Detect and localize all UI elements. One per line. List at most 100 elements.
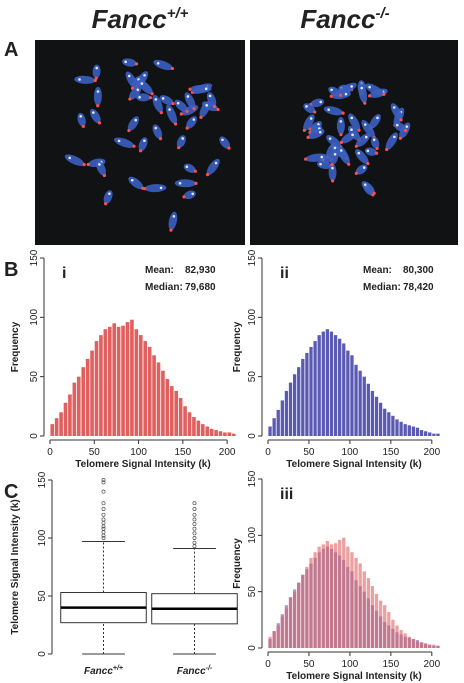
bar bbox=[395, 419, 399, 436]
outlier bbox=[192, 507, 197, 511]
y-tick-label: 0 bbox=[29, 433, 40, 439]
bar bbox=[301, 574, 305, 648]
telomere bbox=[150, 92, 154, 96]
y-axis-label: Frequency bbox=[232, 321, 243, 372]
bar bbox=[419, 430, 424, 436]
telomere bbox=[143, 139, 146, 143]
bar bbox=[309, 347, 313, 436]
outlier bbox=[101, 489, 106, 494]
stat-label: Mean: bbox=[363, 265, 392, 276]
bar bbox=[342, 343, 346, 436]
x-tick-label: 50 bbox=[303, 447, 315, 458]
bar bbox=[227, 432, 232, 436]
bar bbox=[121, 325, 125, 436]
bar bbox=[329, 544, 334, 648]
category-sup: -/- bbox=[206, 665, 213, 672]
stat-label: Median: bbox=[145, 282, 183, 293]
bar bbox=[395, 625, 399, 648]
telomere bbox=[182, 195, 186, 199]
telomere bbox=[392, 106, 396, 109]
chromosome bbox=[74, 75, 96, 84]
telomere bbox=[172, 215, 176, 218]
stat-value: 79,680 bbox=[185, 282, 216, 293]
outlier bbox=[101, 507, 106, 511]
telomere bbox=[140, 82, 144, 85]
telomere bbox=[306, 135, 310, 140]
bar bbox=[192, 417, 196, 436]
bar bbox=[54, 418, 59, 436]
bar bbox=[428, 644, 432, 648]
outlier bbox=[192, 540, 197, 545]
bar bbox=[358, 370, 362, 436]
bar bbox=[174, 390, 179, 436]
bar bbox=[317, 335, 321, 436]
panel-sublabel: ii bbox=[280, 265, 289, 282]
telomere bbox=[169, 228, 173, 232]
x-tick-label: 100 bbox=[342, 447, 359, 458]
bar bbox=[50, 424, 55, 436]
panel-sublabel: iii bbox=[280, 486, 293, 503]
telomere bbox=[331, 179, 335, 183]
telomere bbox=[363, 101, 367, 105]
telomere bbox=[158, 137, 163, 141]
chromosome bbox=[336, 117, 345, 135]
outlier bbox=[192, 531, 197, 536]
telomere bbox=[360, 86, 364, 90]
y-axis-label: Frequency bbox=[232, 538, 243, 589]
bar bbox=[424, 431, 428, 436]
chromosome bbox=[93, 86, 102, 106]
stat-label: Mean: bbox=[145, 265, 174, 276]
telomere bbox=[309, 117, 313, 120]
telomere bbox=[208, 94, 212, 98]
bar bbox=[329, 331, 334, 436]
telomere bbox=[216, 107, 220, 112]
bar bbox=[268, 636, 272, 648]
bar bbox=[272, 418, 276, 436]
y-tick-label: 150 bbox=[247, 470, 258, 487]
x-tick-label: 100 bbox=[130, 447, 147, 458]
telomere bbox=[148, 96, 153, 100]
telomere bbox=[362, 166, 366, 169]
outlier bbox=[192, 536, 197, 540]
bar bbox=[383, 408, 387, 436]
stat-value: 80,300 bbox=[403, 265, 434, 276]
bar bbox=[292, 374, 297, 436]
bar bbox=[112, 323, 117, 436]
bar bbox=[411, 638, 416, 648]
bar bbox=[346, 546, 350, 648]
telomere bbox=[143, 186, 147, 191]
micrograph bbox=[250, 40, 458, 245]
telomere bbox=[128, 97, 132, 101]
bar bbox=[362, 376, 366, 436]
telomere bbox=[179, 112, 183, 116]
y-tick-label: 50 bbox=[247, 371, 258, 383]
x-tick-label: 0 bbox=[265, 447, 271, 458]
telomere bbox=[168, 108, 171, 111]
bar bbox=[325, 329, 330, 436]
header-right: Fancc-/- bbox=[300, 4, 389, 34]
telomere bbox=[319, 162, 322, 166]
bar bbox=[280, 616, 284, 648]
header-name: Fancc bbox=[300, 4, 376, 34]
bar bbox=[297, 367, 301, 436]
outlier bbox=[101, 478, 106, 482]
telomere bbox=[212, 104, 217, 109]
telomere bbox=[68, 156, 72, 160]
bar bbox=[284, 390, 289, 436]
telomere bbox=[181, 137, 185, 140]
bar bbox=[268, 426, 272, 436]
telomere bbox=[330, 163, 334, 167]
bar bbox=[223, 432, 227, 436]
outlier bbox=[101, 480, 106, 485]
telomere bbox=[159, 111, 163, 115]
bar bbox=[374, 396, 379, 436]
telomere bbox=[330, 88, 333, 92]
bar bbox=[346, 350, 350, 436]
stat-label: Median: bbox=[363, 282, 401, 293]
outlier bbox=[101, 524, 106, 529]
telomere bbox=[185, 109, 189, 113]
bar bbox=[415, 427, 420, 436]
bar bbox=[313, 552, 317, 648]
bar bbox=[196, 420, 201, 436]
